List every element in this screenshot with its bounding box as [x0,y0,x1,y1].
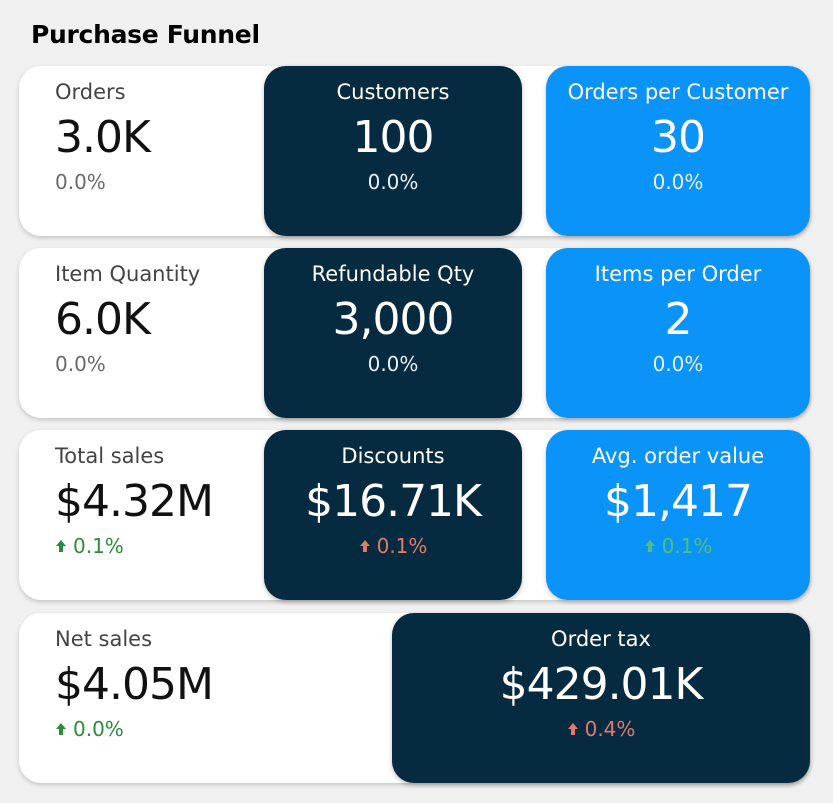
arrow-up-icon [56,723,66,735]
kpi-value: 30 [651,112,706,163]
kpi-label: Net sales [55,627,153,651]
kpi-delta-text: 0.1% [376,534,428,558]
kpi-label: Total sales [55,444,165,468]
kpi-card-discounts[interactable]: Discounts $16.71K 0.1% [264,430,522,600]
kpi-delta-text: 0.1% [661,534,713,558]
kpi-delta: 0.0% [546,352,810,376]
kpi-card-total-sales[interactable]: Total sales $4.32M 0.1% [19,430,264,600]
kpi-value: $1,417 [604,476,753,527]
kpi-label: Orders [55,80,126,104]
kpi-delta: 0.1% [19,534,264,558]
page-title: Purchase Funnel [31,20,260,49]
kpi-label: Customers [336,80,450,104]
arrow-up-icon [567,723,578,735]
kpi-row-orders: Orders 3.0K 0.0% Customers 100 0.0% Orde… [19,66,810,236]
kpi-label: Order tax [551,627,651,651]
kpi-delta: 0.0% [19,352,264,376]
kpi-row-items: Item Quantity 6.0K 0.0% Refundable Qty 3… [19,248,810,418]
kpi-delta-text: 0.0% [73,717,124,741]
kpi-delta-text: 0.0% [367,352,419,376]
kpi-card-customers[interactable]: Customers 100 0.0% [264,66,522,236]
kpi-label: Items per Order [594,262,762,286]
kpi-value: 3,000 [332,294,455,345]
kpi-value: 6.0K [55,294,151,345]
kpi-delta-text: 0.0% [55,352,106,376]
kpi-value: $429.01K [499,659,704,710]
kpi-delta: 0.0% [19,717,389,741]
arrow-up-icon [56,540,66,552]
kpi-value: $4.05M [55,659,214,710]
kpi-value: 100 [352,112,435,163]
kpi-delta: 0.0% [546,170,810,194]
kpi-label: Refundable Qty [311,262,475,286]
kpi-delta: 0.0% [264,170,522,194]
kpi-delta: 0.1% [264,534,522,558]
kpi-delta-text: 0.0% [55,170,106,194]
kpi-row-net: Net sales $4.05M 0.0% Order tax $429.01K… [19,613,810,783]
kpi-delta-text: 0.1% [73,534,124,558]
kpi-delta: 0.0% [19,170,264,194]
kpi-card-avg-order-value[interactable]: Avg. order value $1,417 0.1% [546,430,810,600]
kpi-delta-text: 0.4% [584,717,636,741]
kpi-card-items-per-order[interactable]: Items per Order 2 0.0% [546,248,810,418]
kpi-delta: 0.4% [392,717,810,741]
kpi-value: 2 [664,294,693,345]
kpi-label: Avg. order value [591,444,765,468]
kpi-card-net-sales[interactable]: Net sales $4.05M 0.0% [19,613,389,783]
kpi-delta-text: 0.0% [367,170,419,194]
kpi-label: Orders per Customer [567,80,789,104]
kpi-label: Item Quantity [55,262,201,286]
kpi-row-sales: Total sales $4.32M 0.1% Discounts $16.71… [19,430,810,600]
kpi-delta: 0.1% [546,534,810,558]
kpi-label: Discounts [341,444,445,468]
kpi-value: $16.71K [305,476,482,527]
arrow-up-icon [359,540,370,552]
kpi-delta: 0.0% [264,352,522,376]
arrow-up-icon [644,540,655,552]
kpi-delta-text: 0.0% [652,352,704,376]
kpi-card-item-quantity[interactable]: Item Quantity 6.0K 0.0% [19,248,264,418]
kpi-card-order-tax[interactable]: Order tax $429.01K 0.4% [392,613,810,783]
kpi-value: 3.0K [55,112,151,163]
kpi-card-orders-per-customer[interactable]: Orders per Customer 30 0.0% [546,66,810,236]
kpi-card-refundable-qty[interactable]: Refundable Qty 3,000 0.0% [264,248,522,418]
kpi-value: $4.32M [55,476,214,527]
kpi-delta-text: 0.0% [652,170,704,194]
kpi-card-orders[interactable]: Orders 3.0K 0.0% [19,66,264,236]
